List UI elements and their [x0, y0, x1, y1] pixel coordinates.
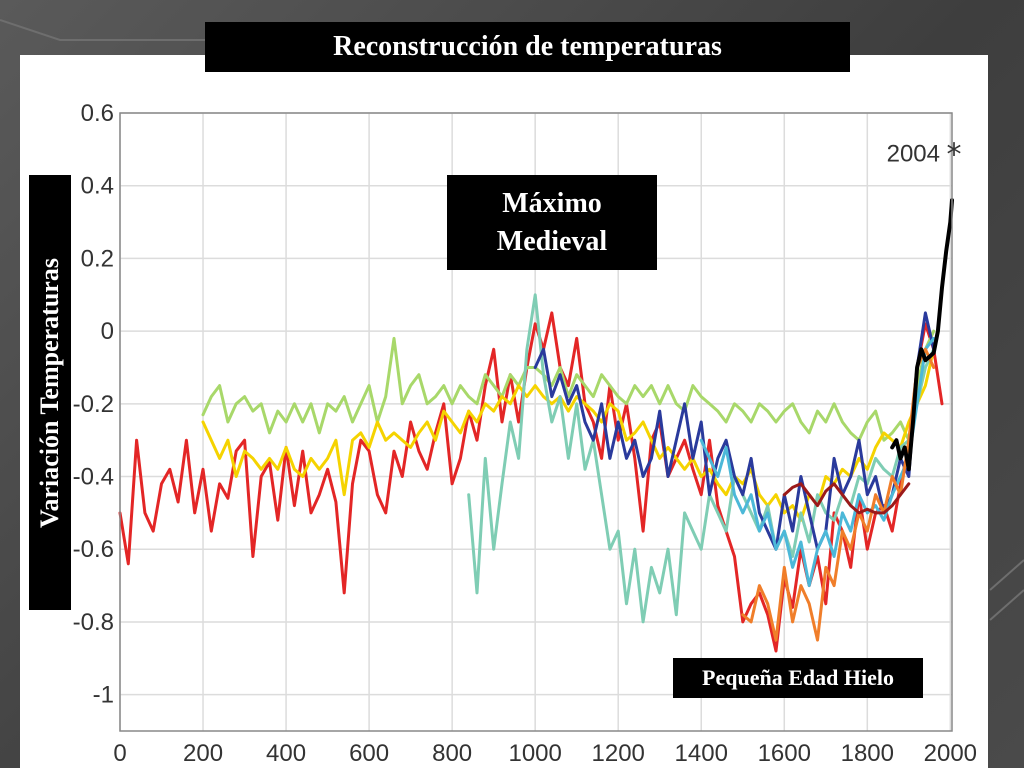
y-tick-label: -0.6 — [73, 536, 114, 563]
y-tick-label: -0.2 — [73, 391, 114, 418]
year-2004-label: 2004 — [887, 141, 940, 168]
x-tick-label: 600 — [349, 740, 389, 767]
plot-frame — [119, 112, 953, 732]
y-axis-label: Variación Temperaturas — [35, 257, 65, 528]
y-tick-label: 0 — [101, 318, 114, 345]
y-tick-label: 0.6 — [81, 100, 114, 127]
x-tick-label: 1800 — [841, 740, 894, 767]
x-tick-label: 2000 — [924, 740, 977, 767]
x-tick-label: 200 — [183, 740, 223, 767]
y-tick-label: 0.4 — [81, 173, 114, 200]
y-tick-label: 0.2 — [81, 245, 114, 272]
y-tick-label: -0.8 — [73, 609, 114, 636]
series-line-9 — [890, 198, 954, 472]
y-tick-label: -1 — [93, 682, 114, 709]
x-tick-label: 400 — [266, 740, 306, 767]
x-tick-label: 800 — [432, 740, 472, 767]
x-tick-label: 1000 — [508, 740, 561, 767]
x-tick-label: 1200 — [592, 740, 645, 767]
y-tick-label: -0.4 — [73, 464, 114, 491]
series-line-8 — [782, 482, 911, 515]
series-line-6 — [699, 336, 936, 588]
series-line-7 — [741, 347, 936, 642]
x-tick-label: 1400 — [675, 740, 728, 767]
series-line-2 — [201, 329, 936, 442]
medieval-maximum-line2: Medieval — [496, 225, 608, 257]
medieval-maximum-line1: Máximo — [502, 187, 602, 219]
series-line-5 — [533, 311, 936, 551]
y-axis-label-box: Variación Temperaturas — [29, 175, 71, 610]
medieval-maximum-annotation: Máximo Medieval — [447, 175, 657, 270]
series-line-4 — [467, 293, 936, 624]
series-line-1 — [118, 311, 944, 653]
slide-title: Reconstrucción de temperaturas — [205, 22, 850, 72]
year-2004-star-marker: * — [947, 138, 962, 173]
x-tick-label: 0 — [113, 740, 126, 767]
x-tick-label: 1600 — [758, 740, 811, 767]
little-ice-age-annotation: Pequeña Edad Hielo — [673, 658, 923, 698]
